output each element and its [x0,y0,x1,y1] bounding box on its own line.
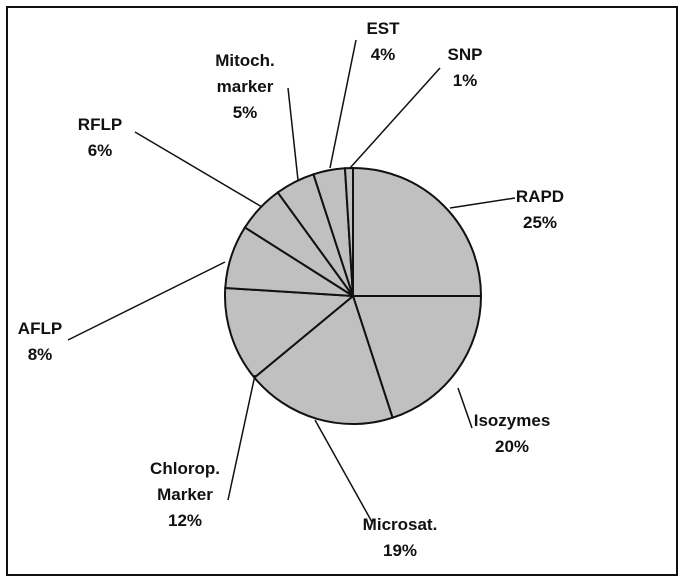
slice-label: EST [366,19,400,38]
leader-line [227,374,256,501]
slice-label: SNP [447,45,483,64]
leader-line [457,387,473,429]
slice-value: 6% [87,141,113,160]
slice-value: 25% [522,213,558,232]
slice-value: 8% [27,345,53,364]
leader-line [314,419,373,523]
pie-slice [343,166,354,297]
leader-line [287,87,299,181]
slice-label: Microsat. [362,515,438,534]
chart-frame [6,6,678,576]
slice-label: AFLP [17,319,63,338]
slice-label: RFLP [77,115,123,134]
slice-value: 1% [452,71,478,90]
leader-line [329,39,357,169]
leader-line [134,131,263,208]
slice-label: Isozymes [473,411,551,430]
leader-line [449,197,516,209]
slice-value: 5% [232,103,258,122]
slice-label: Mitoch. marker [215,51,275,96]
leader-line [349,67,441,169]
pie-slice [351,295,483,419]
pie-slice [352,166,483,297]
slice-label: RAPD [515,187,565,206]
slice-value: 4% [370,45,396,64]
pie-slice [224,286,356,379]
slice-value: 19% [382,541,418,560]
slice-label: Chlorop. Marker [150,459,220,504]
leader-line [67,261,226,341]
slice-value: 12% [167,511,203,530]
pie-slice [252,294,394,425]
slice-value: 20% [494,437,530,456]
